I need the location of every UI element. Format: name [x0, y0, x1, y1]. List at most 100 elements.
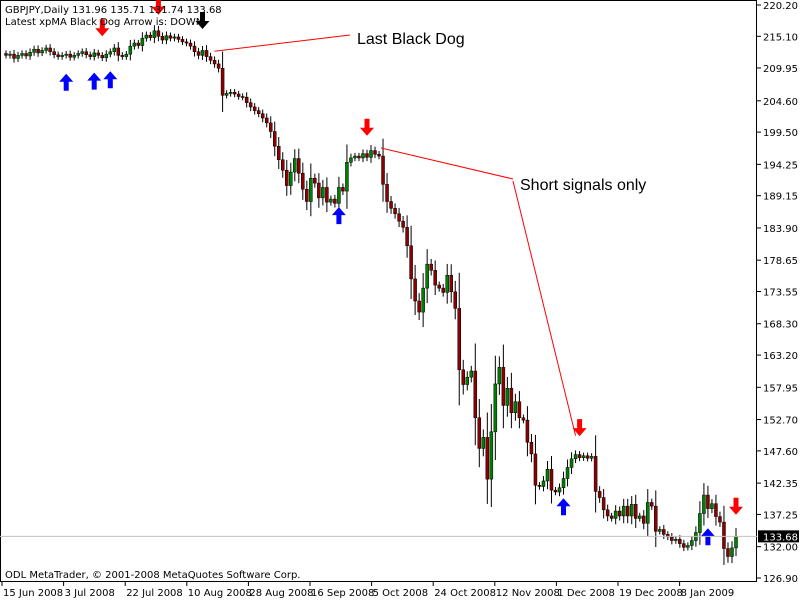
candle-bull	[20, 53, 24, 56]
candle-bear	[204, 50, 209, 57]
candle-bull	[337, 187, 341, 204]
candle-bear	[357, 155, 361, 159]
x-tick-label: 3 Jul 2008	[65, 588, 115, 599]
candle-bear	[718, 516, 722, 523]
candle-bull	[128, 45, 133, 55]
x-tick-label: 1 Dec 2008	[557, 588, 615, 599]
y-tick-label: 163.20	[763, 351, 798, 362]
symbol-header: GBPJPY,Daily 131.96 135.71 131.74 133.68	[5, 5, 222, 16]
candle-bear	[36, 48, 40, 54]
candle-bull	[637, 515, 642, 519]
candle-bear	[148, 34, 153, 38]
candle-bear	[56, 54, 60, 57]
annotation-leader-line	[512, 180, 577, 436]
signal-down-arrow-icon	[360, 118, 374, 136]
y-tick-label: 157.95	[763, 383, 798, 394]
candle-bear	[272, 131, 277, 147]
candle-bull	[345, 161, 349, 192]
candle-bear	[650, 502, 654, 507]
candle-bull	[361, 153, 365, 159]
candle-bear	[662, 529, 666, 535]
candle-bear	[341, 187, 345, 192]
y-tick-label: 178.65	[763, 256, 798, 267]
candle-bull	[646, 502, 650, 524]
candle-bear	[393, 208, 397, 215]
signals-group	[59, 0, 743, 546]
candle-bull	[489, 431, 494, 480]
x-tick-label: 16 Sep 2008	[311, 588, 374, 599]
candle-bull	[44, 47, 48, 51]
signal-up-arrow-icon	[331, 207, 346, 225]
candle-bull	[690, 540, 694, 546]
candle-bull	[513, 401, 518, 414]
candle-bear	[517, 401, 522, 418]
candle-bull	[92, 52, 96, 57]
candle-bear	[625, 505, 630, 517]
candle-bull	[32, 48, 36, 53]
candle-bull	[349, 157, 353, 163]
candle-bull	[132, 42, 137, 47]
candle-bull	[124, 53, 129, 57]
y-tick-label: 215.10	[763, 32, 798, 43]
candle-bear	[549, 469, 554, 491]
candle-bear	[120, 55, 125, 57]
candle-bear	[449, 274, 453, 293]
x-tick-label: 12 Nov 2008	[496, 588, 560, 599]
candle-bull	[80, 51, 84, 54]
candle-bear	[156, 30, 161, 37]
candle-bear	[264, 117, 269, 124]
y-tick-label: 204.60	[763, 97, 798, 108]
candle-bear	[52, 51, 56, 55]
candle-bull	[481, 437, 486, 449]
candle-bull	[321, 187, 325, 199]
candle-bear	[429, 263, 433, 271]
candle-bear	[714, 503, 718, 517]
annotation-leader-line	[380, 147, 514, 180]
annotation-short-signals-only: Short signals only	[520, 177, 646, 194]
candle-bear	[377, 153, 381, 157]
candle-bear	[160, 36, 165, 41]
candle-bear	[409, 245, 413, 280]
signal-up-arrow-icon	[59, 73, 74, 91]
candle-bear	[397, 213, 401, 222]
candle-bear	[437, 284, 441, 289]
candle-bull	[730, 547, 734, 557]
candle-bull	[545, 469, 550, 482]
y-tick-label: 137.25	[763, 510, 798, 521]
candle-bear	[365, 153, 369, 158]
y-tick-label: 152.70	[763, 416, 798, 427]
candle-bear	[461, 369, 466, 385]
candle-bull	[172, 36, 177, 39]
candle-bear	[521, 417, 526, 421]
candle-bear	[281, 159, 285, 171]
candle-bull	[465, 376, 470, 385]
candle-bear	[401, 220, 405, 228]
candle-bear	[413, 278, 417, 302]
annotation-last-black-dog: Last Black Dog	[357, 31, 465, 48]
candle-bear	[509, 387, 514, 414]
candle-bear	[240, 96, 245, 98]
candle-bull	[629, 504, 634, 517]
candle-bear	[68, 53, 72, 58]
candle-bear	[609, 515, 614, 519]
candle-bear	[325, 187, 329, 203]
candle-bear	[192, 45, 197, 52]
candle-bear	[256, 110, 261, 114]
y-tick-label: 142.35	[763, 479, 798, 490]
y-tick-label: 183.90	[763, 224, 798, 235]
candle-bear	[654, 505, 658, 532]
signal-up-arrow-icon	[103, 71, 118, 89]
candle-bear	[529, 442, 534, 455]
candle-bear	[196, 51, 201, 56]
candle-bull	[569, 458, 574, 468]
candle-bear	[88, 54, 92, 57]
y-tick-label: 168.30	[763, 320, 798, 331]
candle-bull	[561, 478, 566, 488]
y-tick-label: 126.90	[763, 574, 798, 585]
candle-bull	[734, 535, 738, 549]
plot-frame	[0, 0, 757, 582]
candle-bear	[216, 63, 221, 69]
candle-bull	[28, 52, 32, 57]
candle-bear	[333, 198, 337, 204]
